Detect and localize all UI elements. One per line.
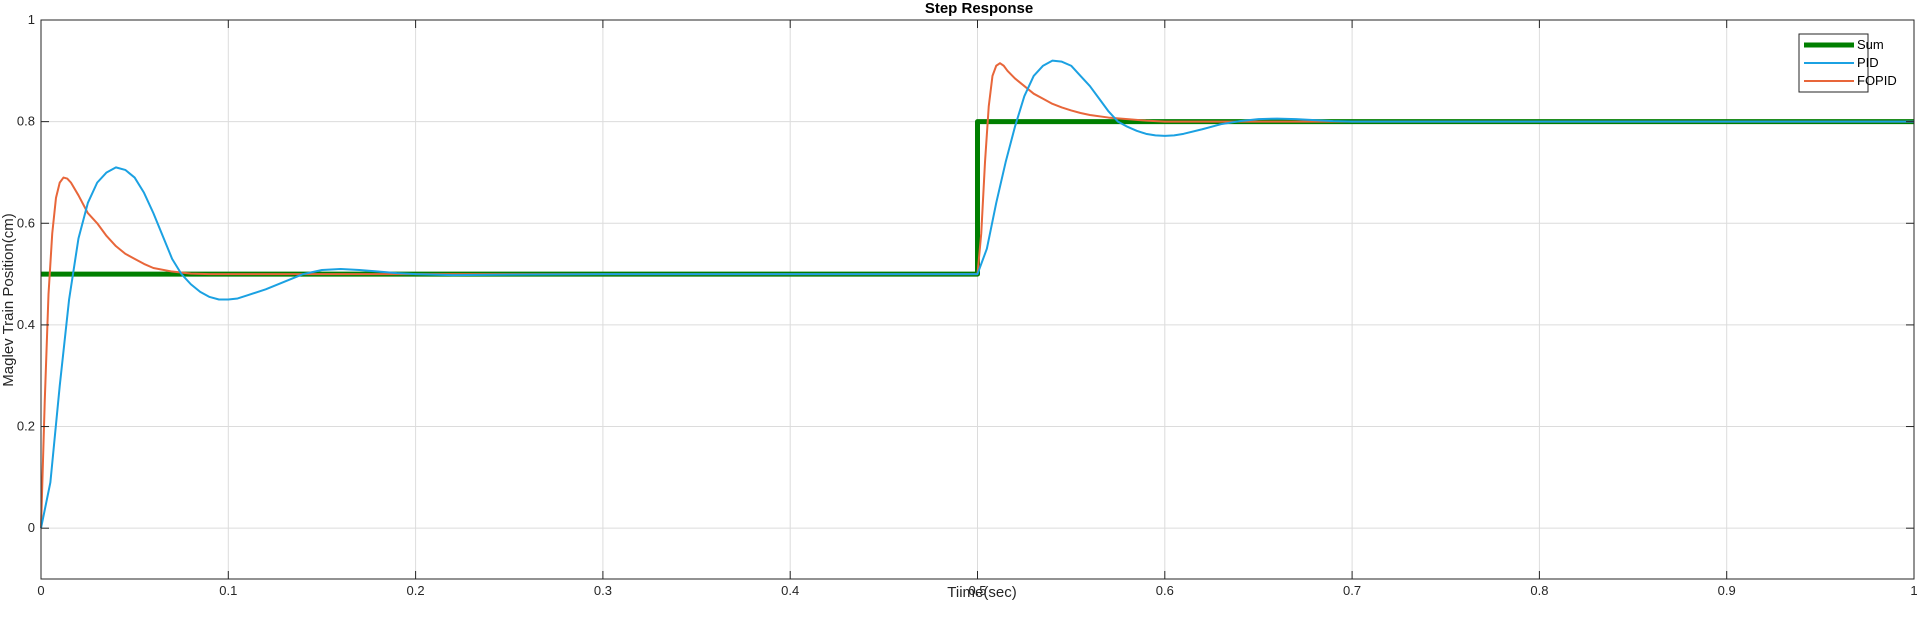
- y-tick-label: 1: [28, 12, 35, 27]
- series-line-pid: [40, 59, 1914, 529]
- y-tick-label: 0.4: [17, 317, 35, 332]
- legend-label-pid: PID: [1857, 55, 1879, 70]
- ticks: 0 0.1 0.2 0.3 0.4 0.5 0.6 0.7 0.8 0.9 1 0 0.2 0.4 0.6 0…: [17, 12, 1918, 598]
- x-tick-label: 0: [37, 583, 44, 598]
- y-axis-label: Maglev Train Position(cm): [0, 213, 17, 386]
- x-tick-label: 0.5: [968, 583, 986, 598]
- y-tick-label: 0.6: [17, 215, 35, 230]
- y-tick-label: 0: [28, 520, 35, 535]
- legend-label-sum: Sum: [1857, 37, 1884, 52]
- y-tick-label: 0.2: [17, 419, 35, 434]
- y-tick-label: 0.8: [17, 114, 35, 129]
- legend: Sum PID FOPID: [1798, 33, 1897, 93]
- chart-title: Step Response: [925, 0, 1033, 17]
- x-tick-label: 0.1: [219, 583, 237, 598]
- x-tick-label: 1: [1910, 583, 1917, 598]
- x-axis-label: Tiime(sec): [947, 584, 1016, 601]
- x-tick-label: 0.6: [1156, 583, 1174, 598]
- x-tick-label: 0.2: [407, 583, 425, 598]
- series-layer: [40, 59, 1914, 529]
- x-tick-label: 0.3: [594, 583, 612, 598]
- x-tick-label: 0.9: [1718, 583, 1736, 598]
- legend-label-fopid: FOPID: [1857, 73, 1897, 88]
- x-tick-label: 0.7: [1343, 583, 1361, 598]
- x-tick-label: 0.8: [1530, 583, 1548, 598]
- x-tick-label: 0.4: [781, 583, 799, 598]
